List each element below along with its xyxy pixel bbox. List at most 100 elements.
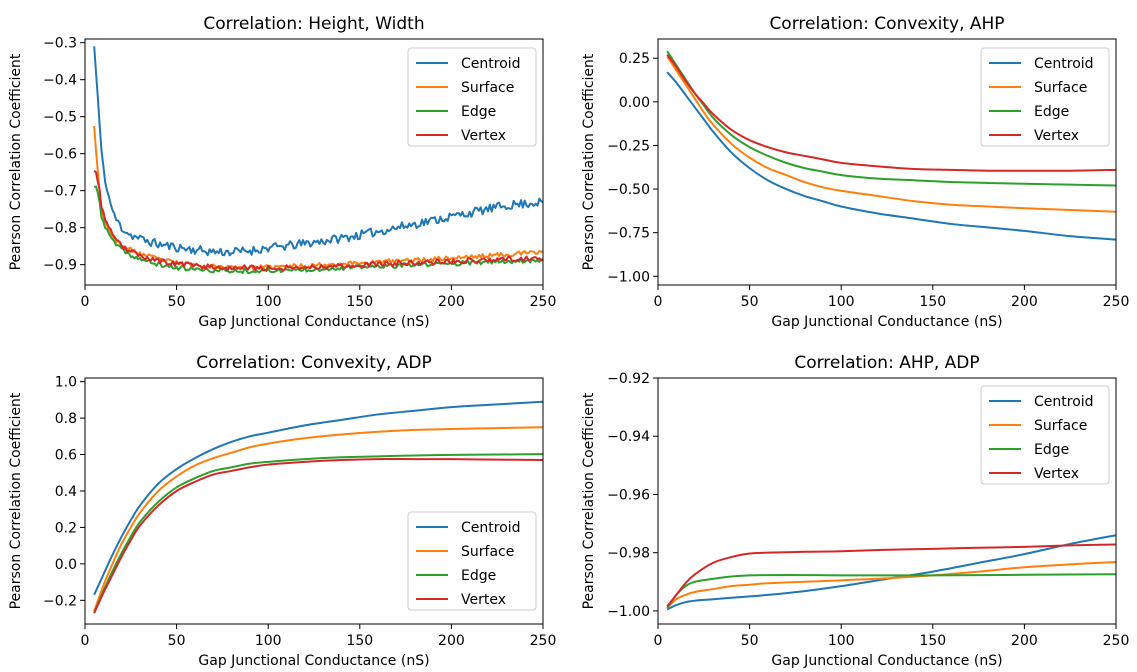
x-tick-label: 50 bbox=[741, 294, 759, 310]
y-tick-label: −0.9 bbox=[43, 258, 77, 274]
chart-title: Correlation: Convexity, AHP bbox=[769, 14, 1004, 34]
legend-label-vertex: Vertex bbox=[1034, 466, 1079, 482]
legend-label-edge: Edge bbox=[1034, 104, 1069, 120]
series-group bbox=[93, 46, 543, 275]
legend-label-vertex: Vertex bbox=[1034, 128, 1079, 144]
legend-label-edge: Edge bbox=[1034, 442, 1069, 458]
x-tick-label: 50 bbox=[168, 294, 186, 310]
series-line-vertex bbox=[666, 54, 1116, 172]
series-line-edge bbox=[666, 573, 1116, 609]
y-tick-label: −0.6 bbox=[43, 147, 77, 163]
y-tick-label: −0.5 bbox=[43, 110, 77, 126]
legend: Centroid Surface Edge Vertex bbox=[407, 47, 537, 147]
series-line-surface bbox=[93, 426, 543, 612]
x-tick-label: 250 bbox=[1103, 633, 1130, 649]
legend-box bbox=[407, 47, 537, 147]
legend-label-centroid: Centroid bbox=[1034, 56, 1094, 72]
legend-label-centroid: Centroid bbox=[1034, 394, 1094, 410]
chart-panel-2: Correlation: Convexity, AHP 0 50 100 150 200 2… bbox=[581, 14, 1129, 330]
series-line-vertex bbox=[93, 169, 543, 272]
x-tick-label: 50 bbox=[168, 633, 186, 649]
legend: Centroid Surface Edge Vertex bbox=[980, 47, 1110, 147]
y-tick-label: 0.8 bbox=[55, 411, 77, 427]
legend-label-surface: Surface bbox=[1034, 80, 1087, 96]
y-tick-label: −0.3 bbox=[43, 36, 77, 52]
chart-panel-4: Correlation: AHP, ADP 0 50 100 150 200 250 −0.9… bbox=[581, 353, 1129, 669]
series-group bbox=[666, 534, 1116, 611]
axes-frame bbox=[84, 377, 544, 625]
x-tick-label: 250 bbox=[530, 294, 557, 310]
y-axis-label: Pearson Correlation Coefficient bbox=[581, 53, 597, 270]
series-line-surface bbox=[666, 55, 1116, 213]
y-axis-label: Pearson Correlation Coefficient bbox=[8, 392, 24, 609]
legend-label-vertex: Vertex bbox=[461, 592, 506, 608]
chart-title: Correlation: AHP, ADP bbox=[794, 353, 979, 373]
legend-label-surface: Surface bbox=[461, 544, 514, 560]
y-tick-label: 0.2 bbox=[55, 520, 77, 536]
axes-frame bbox=[657, 38, 1117, 286]
chart-panel-1: Correlation: Height, Width 0 50 100 150 200 25… bbox=[8, 14, 556, 330]
y-tick-label: −0.92 bbox=[607, 371, 650, 387]
axes-frame bbox=[657, 377, 1117, 625]
y-tick-label: −0.25 bbox=[607, 138, 650, 154]
y-tick-label: −0.94 bbox=[607, 429, 650, 445]
chart-title: Correlation: Convexity, ADP bbox=[196, 353, 431, 373]
legend-label-centroid: Centroid bbox=[461, 520, 521, 536]
x-tick-label: 200 bbox=[438, 294, 465, 310]
series-line-surface bbox=[93, 125, 543, 271]
y-tick-label: −0.8 bbox=[43, 221, 77, 237]
x-tick-label: 50 bbox=[741, 633, 759, 649]
x-tick-label: 200 bbox=[438, 633, 465, 649]
x-tick-label: 150 bbox=[919, 294, 946, 310]
x-axis-label: Gap Junctional Conductance (nS) bbox=[771, 653, 1002, 669]
series-line-centroid bbox=[93, 46, 543, 257]
series-line-surface bbox=[666, 560, 1116, 609]
y-tick-label: −1.00 bbox=[607, 604, 650, 620]
legend-label-surface: Surface bbox=[1034, 418, 1087, 434]
legend-label-edge: Edge bbox=[461, 104, 496, 120]
x-tick-label: 150 bbox=[346, 294, 373, 310]
x-tick-label: 150 bbox=[919, 633, 946, 649]
y-axis-label: Pearson Correlation Coefficient bbox=[8, 53, 24, 270]
y-tick-label: −0.98 bbox=[607, 546, 650, 562]
legend-label-edge: Edge bbox=[461, 568, 496, 584]
series-line-vertex bbox=[93, 458, 543, 614]
y-tick-label: −0.75 bbox=[607, 226, 650, 242]
x-tick-label: 200 bbox=[1011, 633, 1038, 649]
x-tick-label: 0 bbox=[654, 294, 663, 310]
legend-label-surface: Surface bbox=[461, 80, 514, 96]
axes-frame bbox=[84, 38, 544, 286]
y-tick-label: 0.0 bbox=[55, 557, 77, 573]
legend: Centroid Surface Edge Vertex bbox=[407, 511, 537, 611]
x-axis-label: Gap Junctional Conductance (nS) bbox=[198, 314, 429, 330]
x-tick-label: 200 bbox=[1011, 294, 1038, 310]
y-tick-label: 0.4 bbox=[55, 484, 77, 500]
y-tick-label: −1.00 bbox=[607, 269, 650, 285]
x-tick-label: 150 bbox=[346, 633, 373, 649]
series-line-vertex bbox=[666, 543, 1116, 608]
series-line-edge bbox=[94, 185, 543, 275]
x-tick-label: 100 bbox=[828, 294, 855, 310]
chart-title: Correlation: Height, Width bbox=[203, 14, 424, 34]
x-tick-label: 250 bbox=[1103, 294, 1130, 310]
series-group bbox=[93, 400, 543, 614]
y-tick-label: 0.6 bbox=[55, 448, 77, 464]
y-tick-label: −0.7 bbox=[43, 184, 77, 200]
x-axis-label: Gap Junctional Conductance (nS) bbox=[771, 314, 1002, 330]
legend-label-centroid: Centroid bbox=[461, 56, 521, 72]
legend-box bbox=[980, 385, 1110, 485]
legend-box bbox=[980, 47, 1110, 147]
series-line-centroid bbox=[93, 400, 543, 596]
y-tick-label: −0.50 bbox=[607, 182, 650, 198]
series-line-centroid bbox=[666, 71, 1116, 241]
y-tick-label: −0.2 bbox=[43, 593, 77, 609]
y-tick-label: −0.96 bbox=[607, 487, 650, 503]
x-tick-label: 100 bbox=[255, 633, 282, 649]
y-tick-label: 0.25 bbox=[619, 51, 650, 67]
x-tick-label: 250 bbox=[530, 633, 557, 649]
x-axis-label: Gap Junctional Conductance (nS) bbox=[198, 653, 429, 669]
x-tick-label: 0 bbox=[81, 294, 90, 310]
legend-label-vertex: Vertex bbox=[461, 128, 506, 144]
series-line-edge bbox=[93, 453, 543, 614]
x-tick-label: 0 bbox=[81, 633, 90, 649]
